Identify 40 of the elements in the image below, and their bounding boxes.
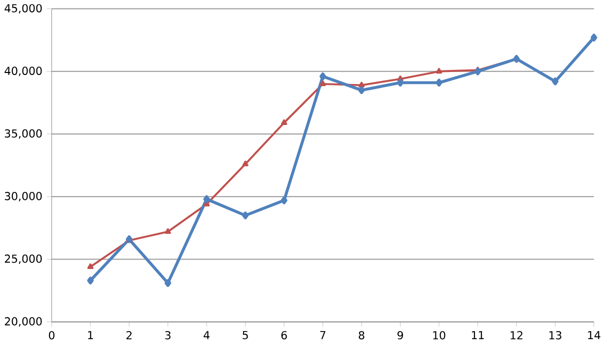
x-tick-label: 9	[397, 330, 404, 340]
x-tick-label: 10	[433, 330, 446, 340]
x-tick-label: 13	[549, 330, 562, 340]
point	[436, 68, 442, 74]
point	[203, 195, 210, 203]
x-tick-label: 3	[165, 330, 170, 340]
point	[280, 196, 288, 204]
y-tick-label: 45,000	[4, 4, 42, 14]
x-tick-label: 5	[242, 330, 248, 340]
x-tick-label: 1	[88, 330, 93, 339]
x-tick-label: 11	[472, 330, 484, 339]
point	[358, 86, 365, 94]
point	[358, 82, 365, 88]
point	[552, 77, 559, 86]
point	[87, 276, 94, 284]
point	[590, 33, 598, 42]
x-tick-label: 2	[126, 330, 132, 340]
x-tick-label: 12	[510, 330, 522, 340]
point	[396, 78, 404, 86]
point	[474, 67, 482, 76]
point	[280, 119, 288, 125]
y-tick-label: 30,000	[4, 192, 42, 202]
point	[164, 228, 171, 234]
point	[242, 160, 248, 166]
x-tick-label: 4	[204, 330, 210, 339]
point	[164, 278, 172, 287]
y-tick-label: 40,000	[4, 66, 42, 76]
point	[87, 263, 94, 269]
y-tick-label: 35,000	[4, 129, 42, 139]
x-tick-label: 0	[48, 330, 54, 340]
y-tick-label: 25,000	[4, 254, 42, 264]
point	[320, 72, 326, 80]
x-tick-label: 8	[358, 330, 364, 340]
x-tick-label: 6	[281, 330, 287, 340]
x-tick-label: 14	[588, 330, 600, 339]
point	[320, 80, 326, 86]
x-tick-label: 7	[320, 330, 326, 339]
point	[242, 211, 249, 220]
y-tick-label: 20,000	[4, 316, 42, 326]
point	[436, 78, 442, 86]
